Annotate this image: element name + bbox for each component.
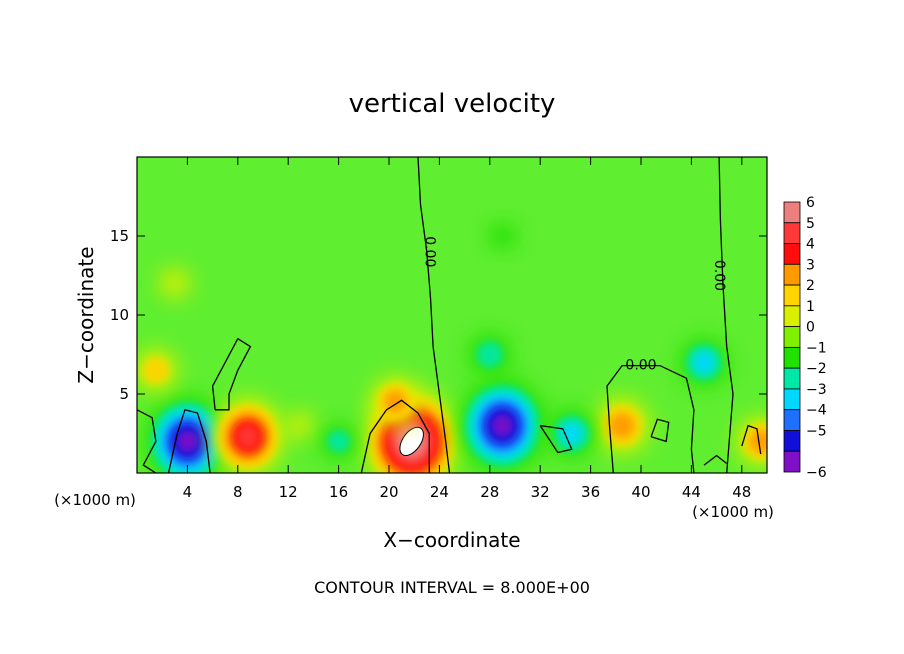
zero-contours (137, 157, 762, 473)
x-tick-label: 48 (732, 483, 751, 501)
x-tick-label: 28 (480, 483, 499, 501)
contour-line (137, 409, 157, 473)
field-feature (487, 222, 518, 250)
contour-interval-note: CONTOUR INTERVAL = 8.000E+00 (314, 578, 590, 597)
field-feature (177, 430, 198, 453)
colorbar-swatch (783, 305, 801, 328)
y-axis-label: Z−coordinate (74, 246, 98, 383)
colorbar-label: 6 (806, 195, 815, 211)
y-tick-label: 15 (110, 227, 129, 245)
colorbar-swatch (783, 222, 801, 244)
y-tick-label: 10 (110, 306, 129, 324)
colorbar-swatch (783, 367, 801, 390)
contour-line (703, 454, 728, 466)
x-axis-ticks: 4 8 12 16 20 24 28 32 36 40 44 48 (183, 157, 751, 501)
field-feature (492, 414, 513, 437)
colorbar-swatch (783, 243, 801, 265)
x-tick-label: 32 (531, 483, 550, 501)
velocity-field (137, 222, 767, 473)
x-tick-label: 40 (631, 483, 650, 501)
field-feature (749, 430, 767, 453)
x-tick-label: 44 (682, 483, 701, 501)
contour-line (539, 424, 573, 454)
colorbar-swatch (783, 263, 801, 286)
field-feature (142, 357, 170, 384)
contour-labels: 0.00 0.00 0.00 (421, 236, 727, 373)
colorbar-label: 2 (806, 278, 815, 294)
colorbar-label: −3 (806, 382, 827, 398)
contour-line (606, 364, 695, 473)
y-axis-ticks: 5 10 15 (110, 227, 767, 403)
contour-label: 0.00 (421, 236, 437, 267)
colorbar-swatch (783, 201, 801, 224)
colorbar-swatch (783, 284, 801, 307)
x-tick-label: 20 (379, 483, 398, 501)
contour-label: 0.00 (711, 260, 727, 291)
colorbar-label: 1 (806, 299, 815, 315)
y-tick-label: 5 (119, 385, 129, 403)
x-axis-label: X−coordinate (383, 528, 520, 552)
contour-line (360, 399, 430, 473)
x-tick-label: 12 (279, 483, 298, 501)
field-feature (286, 412, 316, 440)
field-feature (610, 413, 635, 439)
colorbar-label: −4 (806, 403, 827, 419)
colorbar-label: 4 (806, 237, 815, 253)
contour-line (650, 418, 670, 443)
colorbar-label: 0 (806, 320, 815, 336)
field-feature (693, 351, 715, 374)
x-unit-right: (×1000 m) (692, 503, 774, 521)
colorbar-label: −6 (806, 465, 827, 481)
contour-line (211, 337, 252, 411)
contour-line (741, 424, 762, 455)
field-feature (560, 422, 583, 445)
field-feature (158, 268, 191, 299)
colorbar-swatch (783, 430, 801, 452)
chart-title: vertical velocity (349, 89, 556, 119)
colorbar-label: −1 (806, 340, 827, 356)
contour-label: 0.00 (625, 358, 656, 374)
field-feature (327, 430, 350, 453)
x-tick-label: 24 (430, 483, 449, 501)
colorbar-swatch (783, 388, 801, 411)
field-peak (399, 426, 424, 456)
colorbar-swatch (783, 326, 801, 348)
field-feature (237, 425, 258, 448)
x-tick-label: 4 (183, 483, 193, 501)
x-tick-label: 36 (581, 483, 600, 501)
x-unit-left: (×1000 m) (54, 491, 136, 509)
colorbar-label: 3 (806, 257, 815, 273)
contour-line (718, 157, 734, 473)
x-tick-label: 16 (329, 483, 348, 501)
colorbar-label: 5 (806, 216, 815, 232)
colorbar-swatch (783, 409, 801, 431)
colorbar-label: −5 (806, 423, 827, 439)
colorbar: 6 5 4 3 2 1 0 −1 −2 −3 −4 −5 −6 (783, 195, 827, 481)
colorbar-swatch (783, 450, 801, 473)
field-feature (476, 341, 503, 368)
colorbar-swatch (783, 346, 801, 369)
x-tick-label: 8 (233, 483, 243, 501)
contour-line (417, 157, 451, 473)
colorbar-label: −2 (806, 361, 827, 377)
contour-line (167, 409, 211, 473)
